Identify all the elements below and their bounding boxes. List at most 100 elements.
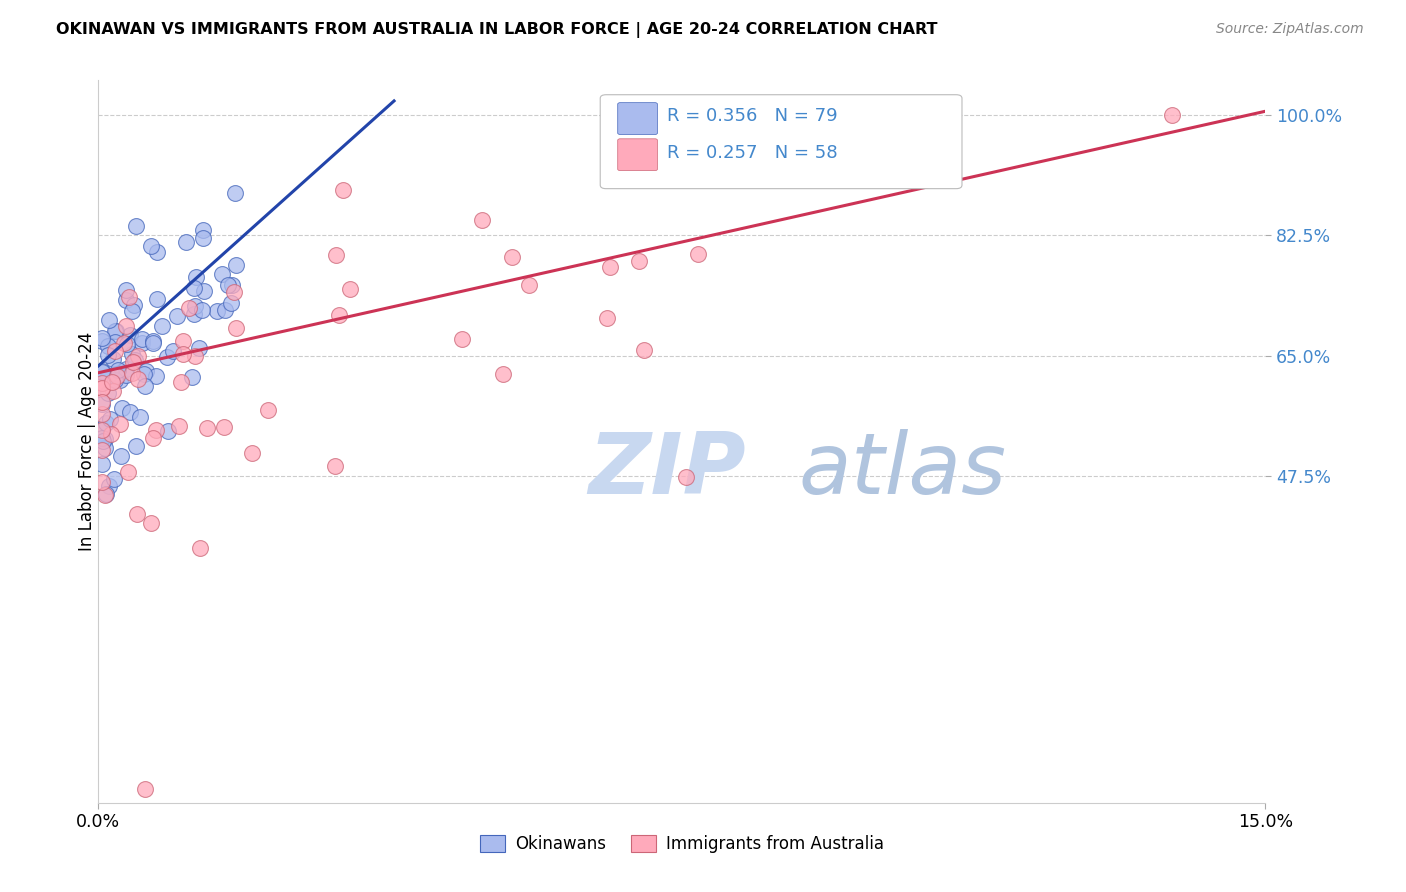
- Point: [110, 373, 132, 387]
- Point: [332, 183, 354, 197]
- Point: [129, 409, 152, 424]
- Point: [174, 235, 197, 249]
- Point: [156, 350, 179, 364]
- Point: [240, 446, 263, 460]
- Point: [596, 310, 619, 325]
- Point: [145, 423, 167, 437]
- Point: [91, 331, 114, 345]
- Point: [451, 332, 474, 346]
- Point: [91, 363, 114, 377]
- Point: [166, 309, 188, 323]
- Text: R = 0.356   N = 79: R = 0.356 N = 79: [666, 107, 838, 126]
- Point: [103, 472, 125, 486]
- Point: [104, 373, 127, 387]
- Point: [91, 334, 114, 348]
- Point: [142, 431, 165, 445]
- Point: [170, 375, 193, 389]
- Point: [100, 427, 122, 442]
- Point: [104, 344, 127, 359]
- FancyBboxPatch shape: [600, 95, 962, 189]
- Point: [675, 470, 697, 484]
- Point: [188, 541, 211, 556]
- Point: [157, 425, 180, 439]
- Point: [132, 367, 155, 381]
- Point: [605, 169, 627, 184]
- Point: [94, 432, 117, 446]
- Point: [121, 303, 143, 318]
- Point: [117, 466, 139, 480]
- Point: [107, 363, 129, 377]
- Point: [145, 245, 167, 260]
- Point: [183, 281, 205, 295]
- Point: [110, 449, 132, 463]
- Point: [115, 337, 138, 351]
- Point: [125, 219, 148, 233]
- Point: [180, 369, 202, 384]
- Point: [127, 507, 149, 521]
- Point: [124, 353, 146, 368]
- Point: [628, 253, 651, 268]
- Point: [222, 285, 245, 299]
- Point: [121, 355, 143, 369]
- Point: [91, 395, 114, 409]
- Text: OKINAWAN VS IMMIGRANTS FROM AUSTRALIA IN LABOR FORCE | AGE 20-24 CORRELATION CHA: OKINAWAN VS IMMIGRANTS FROM AUSTRALIA IN…: [56, 22, 938, 38]
- Point: [205, 304, 228, 318]
- Point: [212, 420, 235, 434]
- Point: [125, 438, 148, 452]
- Point: [328, 308, 350, 322]
- Point: [108, 417, 131, 431]
- Point: [121, 347, 143, 361]
- Point: [91, 422, 114, 436]
- Point: [91, 434, 114, 449]
- Point: [323, 459, 346, 474]
- Point: [91, 423, 114, 437]
- Point: [120, 328, 142, 343]
- Point: [104, 334, 127, 349]
- Point: [121, 366, 143, 380]
- Point: [193, 223, 215, 237]
- Text: atlas: atlas: [799, 429, 1007, 512]
- Y-axis label: In Labor Force | Age 20-24: In Labor Force | Age 20-24: [79, 332, 96, 551]
- Point: [186, 270, 208, 285]
- Point: [190, 302, 212, 317]
- Point: [103, 351, 125, 366]
- Point: [183, 307, 205, 321]
- Point: [501, 250, 523, 264]
- Point: [146, 292, 169, 306]
- Point: [177, 301, 200, 315]
- Point: [142, 336, 165, 351]
- Point: [599, 260, 621, 274]
- Point: [98, 478, 121, 492]
- Point: [131, 333, 153, 347]
- Point: [492, 368, 515, 382]
- Point: [115, 368, 138, 383]
- Point: [145, 369, 167, 384]
- Point: [134, 782, 156, 797]
- Point: [100, 375, 122, 389]
- Point: [172, 346, 194, 360]
- Point: [193, 284, 215, 298]
- Point: [118, 290, 141, 304]
- Point: [211, 267, 233, 281]
- Point: [105, 367, 128, 381]
- Point: [339, 282, 361, 296]
- Point: [1161, 108, 1184, 122]
- Point: [104, 324, 127, 338]
- Point: [135, 364, 157, 378]
- Point: [162, 344, 184, 359]
- Point: [91, 431, 114, 445]
- Point: [134, 379, 156, 393]
- Point: [150, 318, 173, 333]
- Text: R = 0.257   N = 58: R = 0.257 N = 58: [666, 144, 838, 161]
- Point: [96, 417, 118, 431]
- Point: [214, 302, 236, 317]
- Point: [195, 421, 218, 435]
- FancyBboxPatch shape: [617, 103, 658, 135]
- Point: [91, 443, 114, 458]
- Point: [97, 386, 120, 401]
- Point: [131, 335, 153, 350]
- Point: [101, 384, 124, 399]
- Point: [114, 283, 136, 297]
- Point: [98, 312, 121, 326]
- Point: [139, 239, 162, 253]
